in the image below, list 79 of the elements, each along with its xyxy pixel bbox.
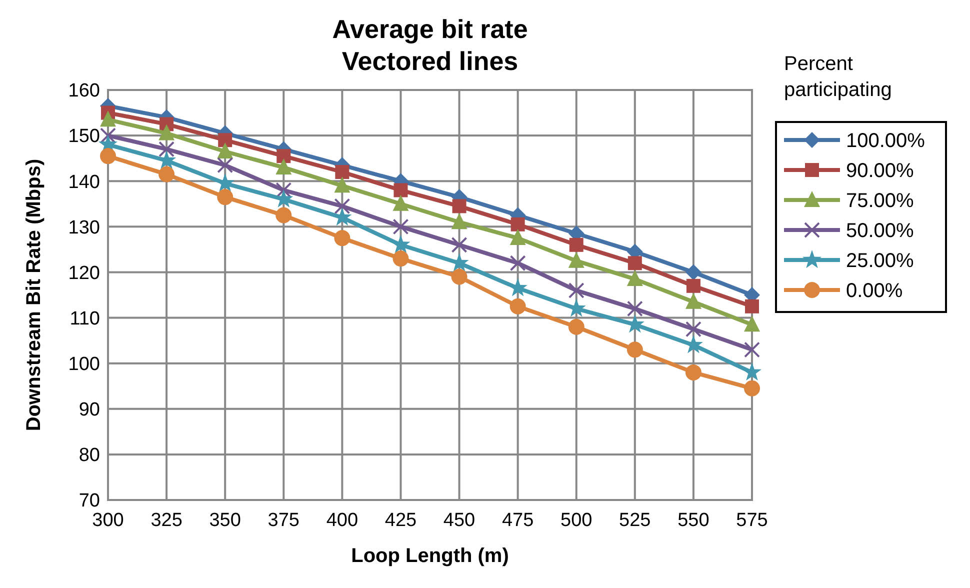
point bbox=[451, 236, 468, 253]
x-tick-label: 525 bbox=[619, 510, 651, 531]
point bbox=[744, 316, 760, 332]
y-tick-label: 130 bbox=[68, 217, 100, 238]
point bbox=[158, 141, 175, 158]
y-tick-label: 150 bbox=[68, 126, 100, 148]
point bbox=[685, 364, 702, 380]
point bbox=[100, 128, 116, 144]
point bbox=[392, 250, 409, 267]
point bbox=[568, 318, 584, 335]
point bbox=[334, 198, 350, 214]
x-tick-label: 425 bbox=[384, 510, 417, 531]
point bbox=[335, 165, 350, 179]
chart-title: Average bit rate Vectored lines bbox=[332, 14, 528, 76]
point bbox=[685, 292, 702, 309]
point bbox=[392, 218, 409, 235]
point bbox=[568, 282, 584, 298]
point bbox=[745, 299, 759, 314]
x-tick-label: 350 bbox=[209, 510, 241, 531]
x-tick-label: 375 bbox=[268, 510, 300, 531]
y-tick-label: 120 bbox=[68, 262, 100, 284]
point bbox=[158, 166, 175, 182]
y-tick-label: 100 bbox=[68, 354, 100, 375]
point bbox=[217, 142, 234, 158]
point bbox=[628, 256, 642, 270]
legend-label: 75.00% bbox=[846, 190, 914, 212]
point bbox=[568, 252, 584, 268]
y-tick-label: 80 bbox=[78, 445, 100, 466]
point bbox=[686, 278, 700, 293]
point bbox=[451, 268, 468, 285]
point bbox=[217, 157, 234, 174]
y-tick-label: 110 bbox=[70, 308, 100, 330]
x-tick-label: 450 bbox=[443, 510, 476, 531]
point bbox=[510, 229, 526, 246]
point bbox=[334, 176, 350, 193]
point bbox=[744, 342, 760, 358]
x-tick-label: 500 bbox=[560, 510, 592, 531]
legend-label: 0.00% bbox=[846, 280, 903, 302]
point bbox=[626, 300, 643, 317]
point bbox=[744, 380, 760, 396]
x-axis-title: Loop Length (m) bbox=[351, 545, 509, 567]
x-tick-label: 475 bbox=[502, 510, 534, 531]
point bbox=[626, 270, 643, 286]
legend-label: 25.00% bbox=[846, 250, 914, 272]
point bbox=[100, 110, 116, 127]
x-tick-label: 400 bbox=[326, 510, 358, 531]
point bbox=[276, 182, 292, 198]
point bbox=[100, 148, 116, 164]
point bbox=[452, 199, 466, 214]
point bbox=[276, 149, 291, 164]
legend-label: 50.00% bbox=[846, 220, 914, 242]
point bbox=[685, 321, 702, 338]
point bbox=[276, 207, 292, 224]
point bbox=[451, 213, 468, 230]
point bbox=[394, 183, 408, 198]
point bbox=[510, 217, 525, 232]
legend-label: 100.00% bbox=[846, 130, 926, 152]
y-tick-label: 70 bbox=[78, 490, 100, 512]
point bbox=[510, 255, 526, 272]
x-tick-label: 550 bbox=[678, 510, 710, 531]
point bbox=[626, 342, 643, 358]
y-tick-label: 90 bbox=[78, 400, 100, 421]
point bbox=[392, 194, 409, 211]
point bbox=[217, 189, 234, 206]
y-tick-label: 160 bbox=[68, 80, 100, 102]
legend-title: Percent participating bbox=[784, 53, 892, 101]
x-tick-label: 325 bbox=[150, 510, 182, 531]
x-tick-label: 575 bbox=[736, 510, 768, 531]
point bbox=[158, 124, 175, 140]
point bbox=[276, 158, 292, 174]
legend-label: 90.00% bbox=[846, 160, 914, 182]
y-tick-label: 140 bbox=[68, 172, 100, 193]
x-tick-label: 300 bbox=[92, 510, 124, 531]
point bbox=[569, 238, 584, 252]
point bbox=[334, 230, 350, 246]
y-axis-title: Downstream Bit Rate (Mbps) bbox=[23, 158, 45, 432]
point bbox=[510, 298, 526, 314]
point bbox=[685, 264, 702, 280]
point bbox=[218, 133, 232, 148]
